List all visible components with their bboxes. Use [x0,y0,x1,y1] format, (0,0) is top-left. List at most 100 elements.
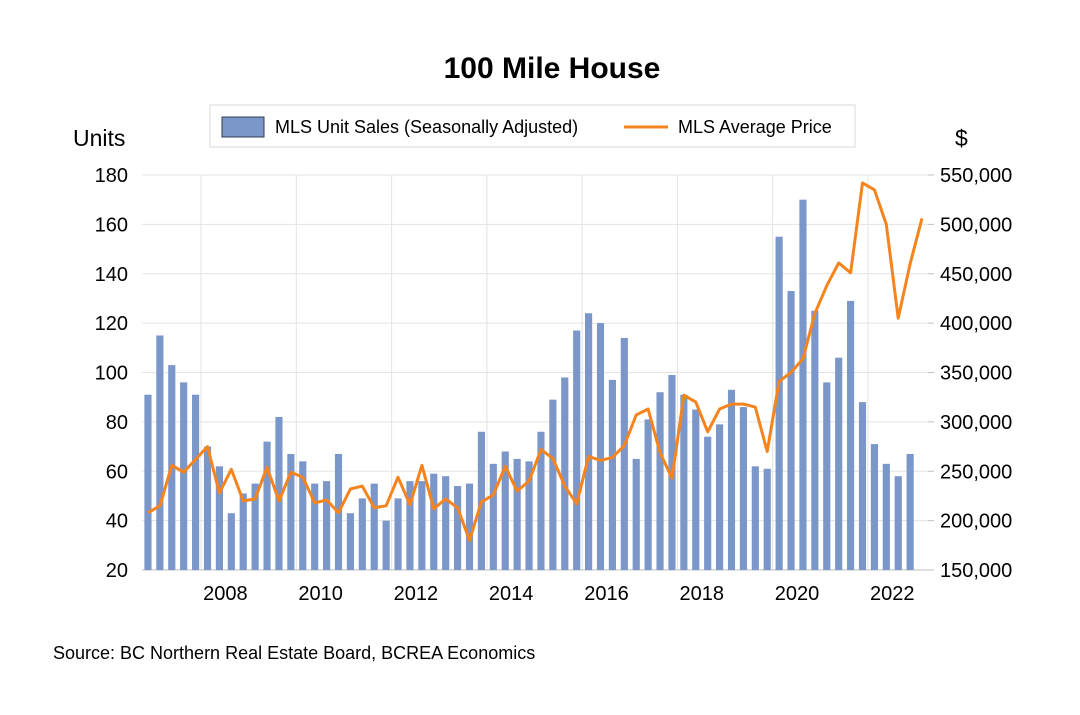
sales-bar [156,335,164,570]
sales-bar [299,461,307,570]
sales-bar [906,453,914,570]
sales-bar [763,468,771,570]
right-axis-ticks: 150,000 200,000 250,000 300,000 350,000 400,0… [928,165,1012,582]
right-tick-label: 350,000 [940,363,1012,385]
source-note: Source: BC Northern Real Estate Board, B… [53,643,535,663]
sales-bar [894,476,902,570]
unit-sales-bars [144,199,914,570]
sales-bar [727,389,736,570]
legend-bar-swatch [221,116,265,138]
right-tick-label: 150,000 [940,560,1012,582]
left-tick-label: 160 [95,214,128,236]
sales-bar [358,498,366,570]
left-tick-label: 120 [95,313,128,335]
sales-bar [418,481,426,570]
left-axis-label: Units [73,125,125,151]
legend: MLS Unit Sales (Seasonally Adjusted) MLS… [209,104,856,148]
sales-bar [549,399,557,570]
sales-bar [596,323,605,570]
sales-bar [203,446,212,570]
right-tick-label: 300,000 [940,412,1012,434]
right-tick-label: 500,000 [940,214,1012,236]
sales-bar [716,424,724,570]
sales-bar [370,483,378,570]
sales-bar [442,476,450,570]
sales-bar [775,236,783,570]
right-tick-label: 400,000 [940,313,1012,335]
sales-bar [680,394,688,570]
sales-bar [620,337,628,570]
sales-bar [465,483,474,570]
sales-bar [275,416,283,570]
right-tick-label: 250,000 [940,461,1012,483]
x-tick-label: 2014 [489,583,534,605]
sales-bar [608,379,616,570]
sales-bar [585,313,593,570]
sales-bar [632,458,640,570]
sales-bar [704,436,712,570]
sales-bar [382,520,390,570]
sales-bar [239,493,247,570]
sales-bar [501,451,509,570]
sales-bar [787,291,795,570]
sales-bar [323,481,331,570]
x-tick-label: 2008 [203,583,248,605]
sales-bar [870,444,878,570]
sales-bar [525,461,533,570]
sales-bar [192,394,200,570]
left-tick-label: 40 [106,511,128,533]
x-tick-label: 2016 [584,583,629,605]
sales-bar [346,513,354,570]
sales-bar [263,441,271,570]
left-tick-label: 140 [95,264,128,286]
sales-bar [835,357,843,570]
right-tick-label: 550,000 [940,165,1012,187]
legend-box [209,104,856,148]
sales-bar [799,199,807,570]
sales-bar [287,453,295,570]
sales-bar [227,513,235,570]
sales-bar [561,377,569,570]
x-axis-ticks: 2008 2010 2012 2014 2016 2018 2020 2022 [203,583,914,605]
sales-bar [394,498,402,570]
sales-bar [311,483,319,570]
x-tick-label: 2010 [298,583,343,605]
x-tick-label: 2012 [394,583,439,605]
sales-bar [739,407,747,570]
left-axis-ticks: 20 40 60 80 100 120 140 160 180 [95,165,128,582]
sales-bar [656,392,664,570]
left-tick-label: 100 [95,363,128,385]
left-tick-label: 180 [95,165,128,187]
sales-bar [573,330,581,570]
price-line [147,181,924,542]
sales-bar [513,458,521,570]
sales-bar [144,394,152,570]
x-tick-label: 2022 [870,583,915,605]
sales-bar [454,486,462,570]
sales-bar [882,463,890,570]
sales-bar [823,382,831,570]
average-price-line [147,181,924,542]
right-tick-label: 450,000 [940,264,1012,286]
left-tick-label: 80 [106,412,128,434]
sales-bar [644,419,652,570]
sales-bar [751,466,759,570]
sales-bar [811,310,819,570]
x-tick-label: 2018 [679,583,724,605]
right-tick-label: 200,000 [940,511,1012,533]
sales-bar [489,463,497,570]
sales-bar [430,473,438,570]
right-axis-label: $ [955,125,968,151]
left-tick-label: 60 [106,461,128,483]
legend-bar-label: MLS Unit Sales (Seasonally Adjusted) [275,117,578,137]
chart-title: 100 Mile House [444,52,661,85]
legend-line-label: MLS Average Price [678,117,832,137]
x-tick-label: 2020 [775,583,820,605]
gridlines [142,174,928,571]
left-tick-label: 20 [106,560,128,582]
sales-bar [692,409,700,570]
sales-bar [847,300,855,570]
sales-bar [215,466,223,570]
sales-bar [537,431,545,570]
